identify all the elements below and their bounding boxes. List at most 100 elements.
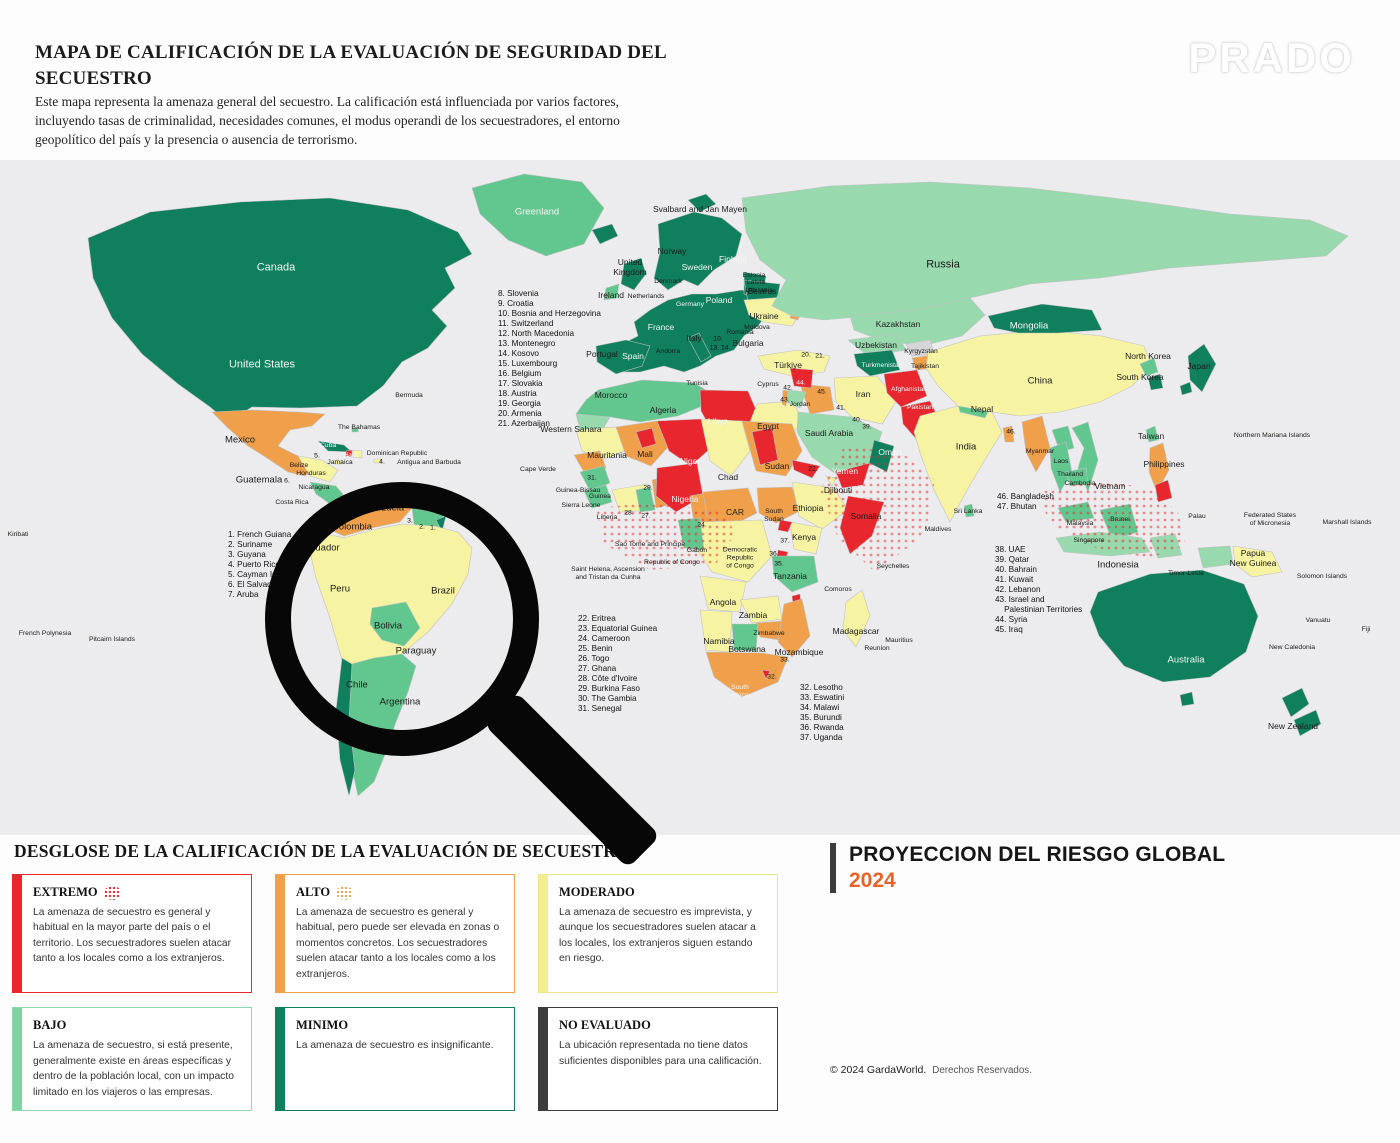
region-bahamas — [351, 427, 359, 433]
legend-box-alto: ALTO La amenaza de secuestro es general … — [275, 874, 515, 994]
map-number-marker: 29. — [643, 484, 653, 492]
region-guinea — [579, 465, 611, 492]
region-niger — [656, 418, 714, 467]
region-maghreb — [575, 379, 707, 429]
region-bangladesh — [1002, 425, 1015, 443]
legend-box-title: EXTREMO — [33, 885, 98, 899]
region-kenya — [789, 521, 823, 555]
risk-zone-gulf-of-guinea — [596, 502, 736, 570]
region-iceland — [591, 223, 619, 245]
region-japan — [1187, 343, 1217, 393]
region-tanzania — [771, 555, 819, 593]
region-puerto-rico — [373, 458, 382, 464]
map-number-marker: 20. — [801, 351, 811, 359]
region-angola — [699, 575, 747, 613]
region-turkmenistan — [853, 349, 901, 377]
projection-block: PROYECCION DEL RIESGO GLOBAL 2024 — [830, 843, 1225, 893]
prado-logo: PRADO — [1188, 34, 1355, 81]
legend-box-text: La amenaza de secuestro es insignificant… — [296, 1040, 494, 1052]
region-laos — [1051, 425, 1075, 453]
region-senegal — [573, 450, 607, 473]
map-number-marker: 5. — [314, 452, 320, 460]
region-iraq — [799, 383, 835, 415]
legend-box-title: ALTO — [296, 885, 331, 899]
map-country-list: 32. Lesotho 33. Eswatini 34. Malawi 35. … — [800, 683, 845, 742]
map-number-marker: 45. — [817, 388, 827, 396]
map-country-list: 22. Eritrea 23. Equatorial Guinea 24. Ca… — [578, 614, 658, 713]
projection-title: PROYECCION DEL RIESGO GLOBAL — [849, 843, 1226, 866]
map-number-marker: 28. — [624, 509, 634, 517]
page-title: MAPA DE CALIFICACIÓN DE LA EVALUACIÓN DE… — [35, 42, 666, 89]
region-australia — [1089, 569, 1259, 683]
legend-box-extremo: EXTREMO La amenaza de secuestro es gener… — [12, 874, 252, 994]
region-greenland — [471, 173, 605, 257]
rights-text: Derechos Reservados. — [932, 1065, 1032, 1076]
copyright-text: © 2024 GardaWorld. — [830, 1064, 927, 1076]
moderado-color-bar — [539, 875, 548, 993]
region-sierra-leone-liberia — [583, 484, 613, 509]
map-country-list: 38. UAE 39. Qatar 40. Bahrain 41. Kuwait… — [995, 545, 1083, 634]
region-mongolia — [987, 303, 1103, 334]
region-syria — [789, 367, 814, 389]
region-mauritania — [575, 426, 627, 461]
region-tasmania — [1179, 691, 1195, 707]
risk-zone-arabian-sea — [820, 445, 935, 572]
risk-zone-southeast-asia — [1040, 480, 1186, 558]
legend-box-title: MINIMO — [296, 1018, 349, 1033]
region-south-sudan — [756, 486, 801, 524]
region-turkiye — [757, 349, 831, 377]
header: MAPA DE CALIFICACIÓN DE LA EVALUACIÓN DE… — [0, 0, 1400, 160]
legend-boxes: EXTREMO La amenaza de secuestro es gener… — [12, 874, 778, 1111]
region-new-zealand-north — [1281, 687, 1310, 718]
legend-box-moderado: MODERADO La amenaza de secuestro es impr… — [538, 874, 778, 994]
legend-box-minimo: MINIMO La amenaza de secuestro es insign… — [275, 1007, 515, 1111]
copyright: © 2024 GardaWorld. Derechos Reservados. — [830, 1064, 1032, 1076]
map-number-marker: 21. — [815, 352, 825, 360]
map-number-marker: 22. — [808, 465, 818, 473]
map-number-marker: 39. — [862, 423, 872, 431]
map-number-marker: 41. — [836, 404, 846, 412]
region-philippines — [1148, 442, 1170, 493]
legend-box-title: BAJO — [33, 1018, 67, 1033]
map-number-marker: 24. — [697, 521, 707, 529]
no-evaluado-color-bar — [539, 1008, 548, 1110]
region-south-africa — [705, 651, 789, 698]
page-description: Este mapa representa la amenaza general … — [35, 94, 620, 147]
map-number-marker: 36. — [769, 550, 779, 558]
minimo-color-bar — [276, 1008, 285, 1110]
map-number-marker: 10. — [713, 335, 723, 343]
region-eritrea — [791, 459, 821, 479]
region-mozambique — [777, 598, 811, 658]
map-number-marker: 43. — [780, 396, 790, 404]
map-number-marker: 46. — [1006, 428, 1016, 436]
region-sudan-west — [751, 427, 779, 466]
region-north-america — [87, 197, 473, 423]
map-number-marker: 37. — [780, 537, 790, 545]
region-iran — [833, 375, 898, 425]
region-svalbard — [687, 193, 717, 213]
legend-box-bajo: BAJO La amenaza de secuestro, si está pr… — [12, 1007, 252, 1111]
region-central-america-north — [297, 455, 339, 483]
world-map-svg — [87, 173, 1349, 797]
extremo-color-bar — [13, 875, 22, 993]
region-north-korea — [1139, 357, 1159, 377]
map-country-list: 8. Slovenia 9. Croatia 10. Bosnia and He… — [498, 289, 601, 428]
region-israel — [781, 389, 789, 407]
region-united-kingdom — [620, 257, 647, 291]
region-chad — [700, 418, 751, 477]
map-number-marker: 33. — [780, 656, 790, 664]
region-kazakhstan — [849, 297, 986, 347]
map-number-marker: 6. — [284, 477, 290, 485]
region-taiwan — [1145, 425, 1159, 443]
region-russia — [741, 181, 1349, 321]
map-number-marker: 44. — [796, 379, 806, 387]
map-number-marker: 40. — [852, 416, 862, 424]
bajo-color-bar — [13, 1008, 22, 1110]
alto-pattern-icon — [336, 885, 354, 900]
region-dominican-republic — [352, 449, 363, 459]
region-cuba — [317, 440, 353, 453]
map-number-marker: 42. — [783, 384, 793, 392]
region-papua-indonesia — [1197, 545, 1234, 569]
alto-color-bar — [276, 875, 285, 993]
